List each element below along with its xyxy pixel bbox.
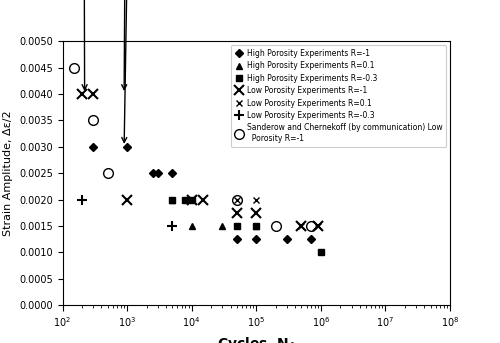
High Porosity Experiments R=-0.3: [234, 224, 240, 228]
Line: Low Porosity Experiments R=-0.3: Low Porosity Experiments R=-0.3: [77, 195, 177, 231]
High Porosity Experiments R=-1: [284, 237, 290, 241]
High Porosity Experiments R=-0.3: [188, 198, 194, 202]
High Porosity Experiments R=-1: [253, 237, 259, 241]
High Porosity Experiments R=-1: [90, 145, 96, 149]
High Porosity Experiments R=-1: [155, 171, 161, 175]
High Porosity Experiments R=0.1: [169, 198, 175, 202]
Sanderow and Chernekoff (by communication) Low
  Porosity R=-1: [104, 171, 110, 175]
Y-axis label: Strain Amplitude, Δε/2: Strain Amplitude, Δε/2: [4, 110, 14, 236]
High Porosity Experiments R=-1: [169, 171, 175, 175]
High Porosity Experiments R=-1: [308, 237, 314, 241]
Low Porosity Experiments R=-0.3: [169, 224, 175, 228]
X-axis label: Cycles, N$_f$: Cycles, N$_f$: [217, 335, 296, 343]
Low Porosity Experiments R=-1: [90, 92, 96, 96]
High Porosity Experiments R=-1: [234, 237, 240, 241]
Low Porosity Experiments R=-1: [188, 198, 194, 202]
Low Porosity Experiments R=-1: [124, 198, 130, 202]
Line: High Porosity Experiments R=-0.3: High Porosity Experiments R=-0.3: [170, 197, 324, 255]
High Porosity Experiments R=-1: [124, 145, 130, 149]
Low Porosity Experiments R=-1: [298, 224, 304, 228]
Sanderow and Chernekoff (by communication) Low
  Porosity R=-1: [90, 118, 96, 122]
Legend: High Porosity Experiments R=-1, High Porosity Experiments R=0.1, High Porosity E: High Porosity Experiments R=-1, High Por…: [230, 45, 446, 147]
High Porosity Experiments R=-0.3: [253, 224, 259, 228]
Low Porosity Experiments R=-1: [315, 224, 321, 228]
Low Porosity Experiments R=-1: [234, 211, 240, 215]
Low Porosity Experiments R=0.1: [253, 198, 259, 202]
Low Porosity Experiments R=-1: [200, 198, 206, 202]
High Porosity Experiments R=0.1: [188, 224, 194, 228]
Text: C: C: [122, 0, 156, 142]
Low Porosity Experiments R=0.1: [298, 224, 304, 228]
High Porosity Experiments R=0.1: [220, 224, 226, 228]
Sanderow and Chernekoff (by communication) Low
  Porosity R=-1: [272, 224, 278, 228]
High Porosity Experiments R=0.1: [253, 224, 259, 228]
High Porosity Experiments R=-0.3: [182, 198, 188, 202]
Line: Low Porosity Experiments R=-1: Low Porosity Experiments R=-1: [77, 89, 322, 231]
Low Porosity Experiments R=0.1: [234, 198, 240, 202]
Line: Sanderow and Chernekoff (by communication) Low
  Porosity R=-1: Sanderow and Chernekoff (by communicatio…: [69, 63, 316, 231]
High Porosity Experiments R=-0.3: [318, 250, 324, 255]
Sanderow and Chernekoff (by communication) Low
  Porosity R=-1: [71, 66, 77, 70]
Sanderow and Chernekoff (by communication) Low
  Porosity R=-1: [234, 198, 240, 202]
Low Porosity Experiments R=-0.3: [79, 198, 85, 202]
Line: Low Porosity Experiments R=0.1: Low Porosity Experiments R=0.1: [234, 196, 322, 229]
Text: B: B: [122, 0, 141, 90]
Line: High Porosity Experiments R=-1: High Porosity Experiments R=-1: [90, 144, 314, 242]
Low Porosity Experiments R=-1: [79, 92, 85, 96]
High Porosity Experiments R=-1: [150, 171, 156, 175]
High Porosity Experiments R=-0.3: [169, 198, 175, 202]
Low Porosity Experiments R=0.1: [315, 224, 321, 228]
Low Porosity Experiments R=-1: [253, 211, 259, 215]
Line: High Porosity Experiments R=0.1: High Porosity Experiments R=0.1: [169, 196, 260, 229]
Sanderow and Chernekoff (by communication) Low
  Porosity R=-1: [308, 224, 314, 228]
Text: A: A: [76, 0, 87, 90]
